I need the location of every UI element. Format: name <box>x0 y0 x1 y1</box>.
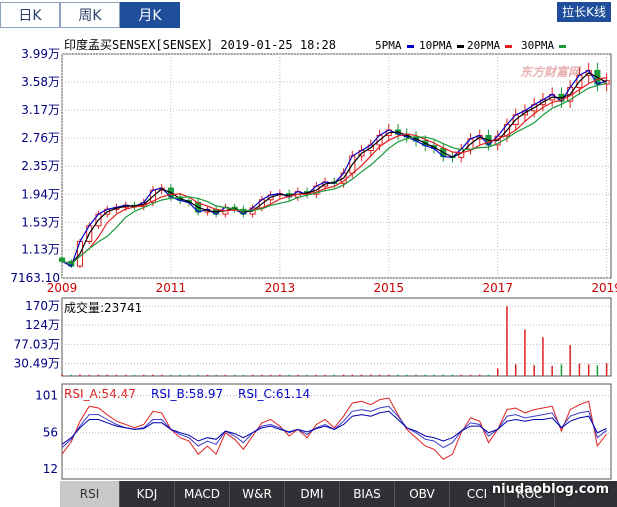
indicator-tab-macd[interactable]: MACD <box>175 481 230 507</box>
candle-body <box>603 80 610 85</box>
price-x-tick-label: 2015 <box>374 281 405 295</box>
ma30-legend-label: 30PMA <box>521 39 554 52</box>
price-y-tick-label: 2.76万 <box>21 131 60 145</box>
stretch-kline-button[interactable]: 拉长K线 <box>557 2 611 22</box>
price-y-tick-label: 1.53万 <box>21 215 60 229</box>
ma5-line <box>61 69 607 267</box>
period-tab-bar: 日K 周K 月K 拉长K线 <box>0 0 617 30</box>
tab-week-k[interactable]: 周K <box>60 2 120 28</box>
volume-y-tick-label: 170万 <box>25 299 60 313</box>
price-panel-frame <box>61 53 612 279</box>
ma10-line <box>61 72 607 265</box>
volume-panel-frame <box>61 297 612 377</box>
price-x-tick-label: 2017 <box>482 281 513 295</box>
rsi-a-label: RSI_A:54.47 <box>64 387 136 401</box>
rsi-y-tick-label: 101 <box>35 389 58 403</box>
price-y-tick-label: 3.17万 <box>21 103 60 117</box>
candle-body <box>58 257 66 262</box>
ma20-legend-label: 20PMA <box>467 39 500 52</box>
ma20-line <box>61 77 607 265</box>
indicator-tab-dmi[interactable]: DMI <box>285 481 340 507</box>
tab-month-k[interactable]: 月K <box>120 2 180 28</box>
price-x-tick-label: 2019 <box>591 281 617 295</box>
price-x-axis: 2009 2011 2013 2015 2017 2019 <box>47 281 617 295</box>
price-x-tick-label: 2009 <box>47 281 78 295</box>
footer-watermark: niudaoblog.com <box>491 482 609 497</box>
indicator-tab-wr[interactable]: W&R <box>230 481 285 507</box>
indicator-tab-cci[interactable]: CCI <box>450 481 505 507</box>
volume-y-axis: 170万 124万 77.03万 30.49万 <box>14 299 60 370</box>
rsi-y-tick-label: 12 <box>43 462 58 476</box>
volume-title: 成交量:23741 <box>64 300 142 315</box>
ma30-line <box>61 82 607 265</box>
volume-bars <box>61 306 608 376</box>
ma5-legend-swatch <box>407 45 414 48</box>
indicator-tab-roc[interactable]: ROC <box>505 481 555 507</box>
price-y-tick-label: 3.99万 <box>21 47 60 61</box>
chart-title: 印度孟买SENSEX[SENSEX] 2019-01-25 18:28 <box>64 37 336 52</box>
eastmoney-watermark: 东方财富网 <box>520 65 582 79</box>
tab-day-k[interactable]: 日K <box>0 2 60 28</box>
volume-y-tick-label: 30.49万 <box>14 356 60 370</box>
ma20-legend-swatch <box>505 45 512 48</box>
ma5-legend-label: 5PMA <box>375 39 402 52</box>
volume-y-tick-label: 124万 <box>25 318 60 332</box>
indicator-tab-bar: RSI KDJ MACD W&R DMI BIAS OBV CCI ROC <box>60 481 617 507</box>
price-y-tick-label: 1.94万 <box>21 187 60 201</box>
price-x-tick-label: 2013 <box>265 281 296 295</box>
ma10-legend-swatch <box>457 45 464 48</box>
indicator-tab-rsi[interactable]: RSI <box>60 481 120 507</box>
price-y-tick-label: 3.58万 <box>21 75 60 89</box>
stock-chart-area: 印度孟买SENSEX[SENSEX] 2019-01-25 18:28 5PMA… <box>10 37 617 480</box>
volume-y-tick-label: 77.03万 <box>14 337 60 351</box>
moving-average-lines <box>61 69 607 267</box>
rsi-lines <box>61 397 607 460</box>
ma30-legend-swatch <box>559 45 566 48</box>
rsi-c-label: RSI_C:61.14 <box>238 387 310 401</box>
price-y-tick-label: 1.13万 <box>21 243 60 257</box>
price-y-tick-label: 7163.10 <box>10 271 60 285</box>
rsi-y-axis: 101 56 12 <box>35 389 58 477</box>
rsi-y-tick-label: 56 <box>43 426 58 440</box>
rsi-b-label: RSI_B:58.97 <box>151 387 223 401</box>
ma10-legend-label: 10PMA <box>419 39 452 52</box>
rsi-c-line <box>61 410 607 445</box>
ma-legend: 5PMA 10PMA 20PMA 30PMA <box>375 39 566 52</box>
price-grid <box>61 53 611 279</box>
indicator-tab-bias[interactable]: BIAS <box>340 481 395 507</box>
rsi-panel-frame <box>61 383 612 480</box>
indicator-tab-obv[interactable]: OBV <box>395 481 450 507</box>
indicator-tab-kdj[interactable]: KDJ <box>120 481 175 507</box>
price-y-axis: 3.99万 3.58万 3.17万 2.76万 2.35万 1.94万 1.53万 1.13万… <box>10 47 60 285</box>
rsi-a-line <box>61 397 607 460</box>
price-y-tick-label: 2.35万 <box>21 159 60 173</box>
price-x-tick-label: 2011 <box>156 281 187 295</box>
